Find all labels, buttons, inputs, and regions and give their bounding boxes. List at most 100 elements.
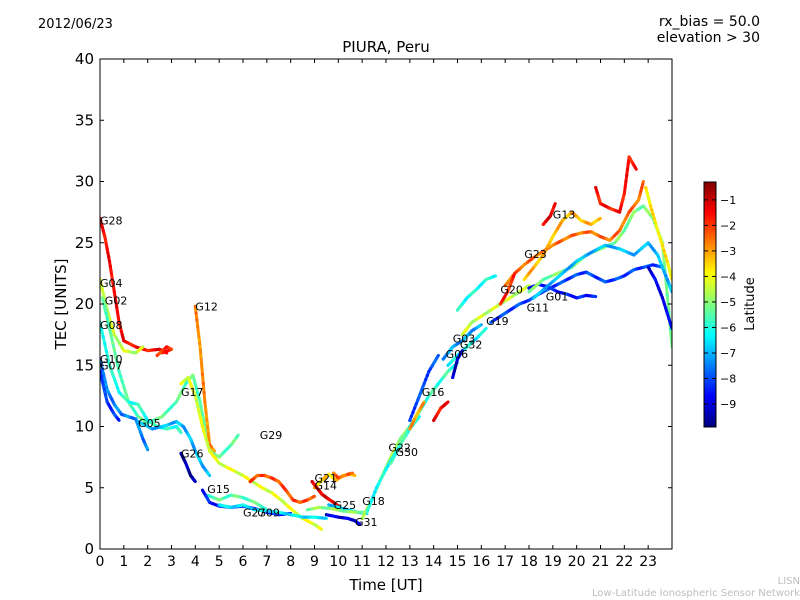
data-point: [109, 334, 113, 338]
data-point: [570, 263, 574, 267]
series-g02: [100, 296, 240, 459]
data-point: [202, 391, 206, 395]
x-tick-label: 2: [143, 554, 152, 570]
data-point: [637, 195, 642, 199]
data-point: [451, 375, 455, 380]
data-point: [416, 398, 420, 402]
data-point: [100, 225, 104, 229]
data-point: [546, 244, 550, 248]
data-point: [625, 213, 630, 217]
data-point: [621, 195, 626, 199]
date-label: 2012/06/23: [38, 17, 113, 32]
data-point: [360, 516, 364, 521]
data-point: [624, 179, 628, 184]
data-point: [492, 274, 496, 278]
data-point: [107, 393, 112, 397]
data-point: [160, 415, 164, 419]
data-point: [613, 246, 617, 250]
series-g01: [527, 282, 598, 300]
data-point: [192, 479, 197, 483]
data-point: [145, 446, 149, 450]
data-point: [644, 186, 648, 190]
data-point: [162, 350, 166, 354]
data-point: [625, 173, 629, 177]
series-arc-37: [498, 271, 517, 306]
data-point: [112, 290, 116, 294]
data-point: [397, 446, 401, 450]
data-point: [110, 274, 114, 278]
data-point: [393, 452, 398, 456]
data-point: [620, 248, 624, 252]
x-tick-label: 11: [353, 554, 371, 570]
data-point: [111, 279, 115, 284]
data-point: [659, 293, 663, 297]
series-g10: [100, 357, 150, 452]
data-point: [665, 311, 669, 315]
data-point: [649, 204, 653, 208]
data-point: [142, 413, 147, 417]
x-tick-label: 16: [472, 554, 490, 570]
data-point: [104, 395, 108, 399]
data-point: [445, 401, 449, 405]
data-point: [194, 451, 199, 455]
data-point: [102, 372, 106, 376]
data-point: [664, 273, 668, 277]
data-point: [629, 216, 633, 220]
data-point: [200, 363, 204, 367]
data-point: [112, 333, 116, 337]
x-tick-label: 6: [239, 554, 248, 570]
data-point: [181, 388, 185, 392]
credit: LISN Low-Latitude Ionospheric Sensor Net…: [592, 576, 800, 600]
data-point: [621, 222, 625, 226]
data-point: [131, 407, 135, 411]
data-point: [103, 342, 107, 346]
data-point: [368, 502, 372, 506]
data-point: [546, 284, 550, 288]
data-point: [539, 290, 543, 294]
data-point: [401, 437, 406, 441]
data-point: [100, 288, 104, 292]
data-point: [408, 427, 412, 431]
data-point: [452, 369, 456, 373]
data-point: [155, 417, 159, 421]
data-point: [100, 222, 104, 226]
data-point: [544, 286, 548, 290]
data-point: [120, 346, 124, 350]
x-tick-label: 18: [520, 554, 538, 570]
data-point: [536, 292, 541, 296]
y-tick-label: 15: [75, 356, 94, 374]
data-point: [620, 201, 624, 205]
x-tick-label: 7: [262, 554, 271, 570]
data-point: [664, 306, 668, 310]
data-point: [192, 377, 196, 382]
data-point: [138, 430, 143, 434]
data-point: [109, 395, 113, 399]
data-point: [103, 235, 107, 239]
data-point: [110, 397, 114, 402]
series-g09: [217, 503, 328, 520]
data-point: [199, 419, 203, 423]
data-point: [567, 265, 572, 269]
data-point: [640, 186, 644, 190]
colorbar-label: Latitude: [743, 277, 758, 331]
data-point: [111, 328, 115, 333]
satellite-label: G28: [100, 215, 123, 228]
data-point: [657, 234, 661, 238]
x-tick-label: 5: [215, 554, 224, 570]
colorbar-tick-label: −9: [720, 398, 736, 411]
data-point: [666, 262, 670, 266]
data-point: [641, 183, 645, 187]
data-point: [106, 321, 110, 325]
data-point: [105, 316, 109, 320]
x-tick-label: 12: [377, 554, 395, 570]
data-point: [204, 414, 209, 418]
data-point: [627, 251, 631, 255]
data-point: [119, 343, 123, 347]
data-point: [115, 362, 120, 366]
data-point: [122, 385, 126, 389]
data-point: [639, 189, 643, 193]
data-point: [579, 256, 584, 260]
data-point: [668, 271, 672, 275]
data-point: [623, 186, 627, 190]
data-point: [395, 449, 399, 453]
